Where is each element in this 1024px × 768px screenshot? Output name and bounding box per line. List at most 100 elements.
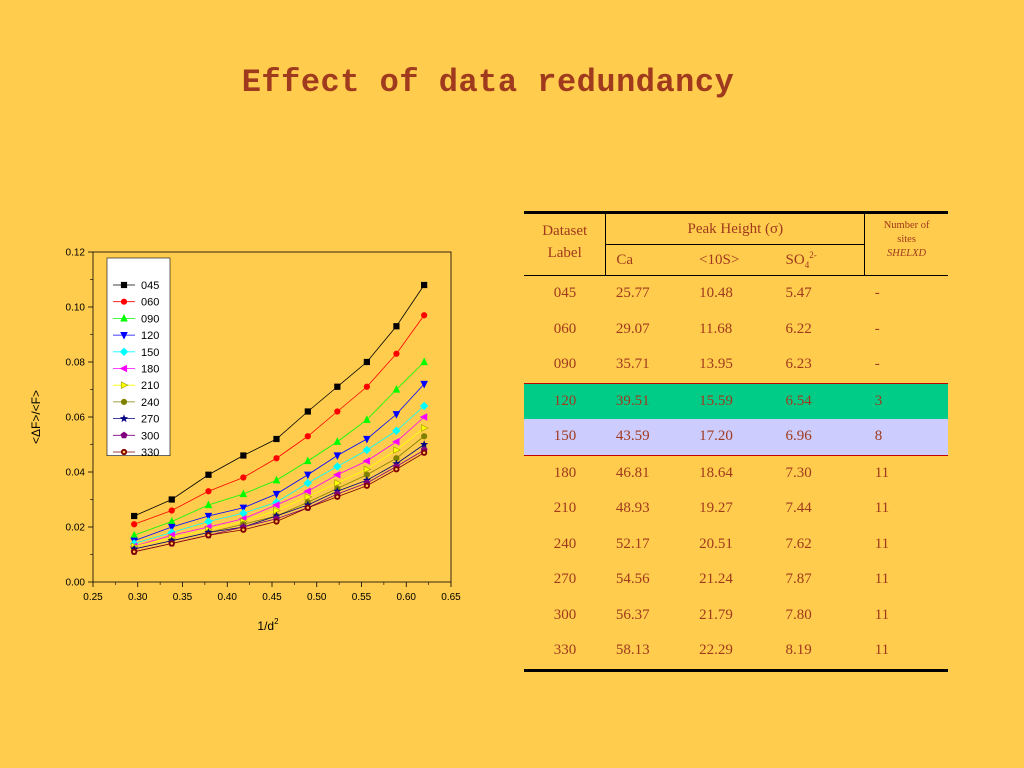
legend-label: 150 bbox=[141, 347, 159, 359]
data-point bbox=[119, 414, 129, 423]
table-row-highlight-120: 120 39.51 15.59 6.54 3 bbox=[524, 382, 948, 419]
data-point bbox=[239, 504, 248, 513]
data-point bbox=[393, 446, 401, 454]
data-point bbox=[168, 507, 175, 514]
x-tick-label: 0.45 bbox=[262, 592, 282, 603]
slide-title: Effect of data redundancy bbox=[241, 64, 735, 101]
marker-hole bbox=[122, 450, 126, 454]
table-row: 240 52.17 20.51 7.62 11 bbox=[524, 527, 948, 563]
legend-entry-045: 045 bbox=[113, 280, 159, 292]
marker-hole bbox=[242, 528, 245, 532]
cell-10s: 13.95 bbox=[699, 356, 733, 373]
cell-sites: 11 bbox=[874, 500, 890, 517]
cell-ca: 52.17 bbox=[615, 535, 650, 552]
cell-sites: 8 bbox=[864, 419, 948, 456]
cell-sites: 11 bbox=[874, 571, 890, 588]
cell-label: 060 bbox=[553, 320, 577, 337]
table-row: 270 54.56 21.24 7.87 11 bbox=[524, 562, 948, 598]
cell-so4: 7.44 bbox=[785, 500, 812, 517]
series-line bbox=[134, 452, 425, 553]
marker-hole bbox=[275, 520, 278, 523]
cell-ca: 29.07 bbox=[615, 320, 650, 337]
data-point bbox=[334, 408, 341, 415]
data-point bbox=[205, 471, 212, 478]
cell-sites: 11 bbox=[864, 633, 948, 672]
header-sites-line2: sites bbox=[897, 234, 916, 245]
data-point bbox=[392, 411, 401, 419]
cell-ca: 48.93 bbox=[615, 500, 650, 517]
data-point bbox=[120, 313, 128, 322]
header-number-of-sites: Number of sites SHELXD bbox=[864, 211, 948, 275]
cell-ca: 54.56 bbox=[615, 571, 650, 588]
legend-entry-210: 210 bbox=[113, 380, 159, 392]
marker-hole bbox=[132, 550, 136, 554]
cell-ca: 39.51 bbox=[605, 382, 698, 419]
data-point bbox=[332, 470, 341, 479]
header-10s: <10S> bbox=[697, 244, 776, 275]
table-row: 180 46.81 18.64 7.30 11 bbox=[524, 455, 948, 491]
y-tick-label: 0.02 bbox=[66, 523, 86, 534]
data-point bbox=[363, 358, 370, 366]
data-point bbox=[333, 437, 342, 445]
cell-label: 240 bbox=[553, 535, 577, 552]
data-point bbox=[272, 490, 281, 499]
data-point bbox=[273, 455, 280, 462]
header-peak-height: Peak Height (σ) bbox=[605, 211, 866, 245]
data-point bbox=[204, 512, 213, 521]
series-line bbox=[134, 405, 425, 544]
data-point bbox=[419, 401, 429, 411]
data-point bbox=[420, 357, 428, 366]
data-point bbox=[120, 332, 128, 340]
cell-sites: 11 bbox=[874, 606, 890, 623]
series-line bbox=[134, 284, 425, 517]
legend-label: 045 bbox=[141, 280, 159, 292]
cell-label: 270 bbox=[553, 571, 577, 588]
data-point bbox=[167, 523, 176, 532]
cell-label: 150 bbox=[524, 419, 606, 456]
cell-10s: 15.59 bbox=[697, 382, 776, 419]
legend-label: 270 bbox=[141, 414, 159, 426]
data-point bbox=[420, 380, 428, 389]
cell-10s: 22.29 bbox=[697, 633, 776, 672]
y-tick-label: 0.08 bbox=[66, 358, 86, 369]
data-point bbox=[204, 500, 213, 509]
data-point bbox=[272, 501, 280, 509]
data-point bbox=[421, 433, 428, 440]
series-330 bbox=[131, 449, 428, 555]
cell-so4: 7.62 bbox=[785, 535, 812, 552]
series-line bbox=[134, 444, 425, 550]
data-point bbox=[304, 471, 312, 480]
legend-entry-120: 120 bbox=[113, 330, 159, 342]
data-point bbox=[239, 489, 248, 498]
y-tick-label: 0.06 bbox=[66, 413, 86, 424]
data-point bbox=[363, 383, 370, 390]
data-point bbox=[304, 492, 313, 501]
header-sites-line3: SHELXD bbox=[887, 248, 927, 259]
marker-hole bbox=[422, 451, 426, 455]
data-point bbox=[120, 398, 128, 405]
marker-hole bbox=[336, 495, 339, 499]
data-point bbox=[363, 415, 371, 423]
cell-so4: 6.96 bbox=[775, 419, 865, 456]
table-row: 090 35.71 13.95 6.23 - bbox=[524, 347, 948, 383]
data-point bbox=[304, 456, 312, 465]
x-axis-label: 1/d2 bbox=[257, 617, 279, 633]
cell-label: 180 bbox=[553, 464, 577, 481]
table-row: 060 29.07 11.68 6.22 - bbox=[524, 312, 948, 348]
table-row: 330 58.13 22.29 8.19 11 bbox=[524, 633, 948, 672]
cell-so4: 6.23 bbox=[785, 356, 812, 373]
cell-so4: 6.22 bbox=[785, 320, 812, 337]
data-point bbox=[205, 488, 212, 495]
series-line bbox=[134, 416, 425, 547]
data-point bbox=[363, 435, 371, 444]
series-line bbox=[134, 315, 425, 525]
data-point bbox=[304, 408, 311, 415]
header-ca: Ca bbox=[605, 244, 698, 275]
data-point bbox=[119, 364, 128, 373]
cell-10s: 17.20 bbox=[697, 419, 776, 456]
cell-10s: 19.27 bbox=[699, 500, 733, 517]
cell-ca: 43.59 bbox=[605, 419, 698, 456]
x-tick-label: 0.25 bbox=[83, 592, 103, 603]
legend-entry-270: 270 bbox=[113, 414, 159, 426]
cell-sites: 11 bbox=[874, 535, 890, 552]
